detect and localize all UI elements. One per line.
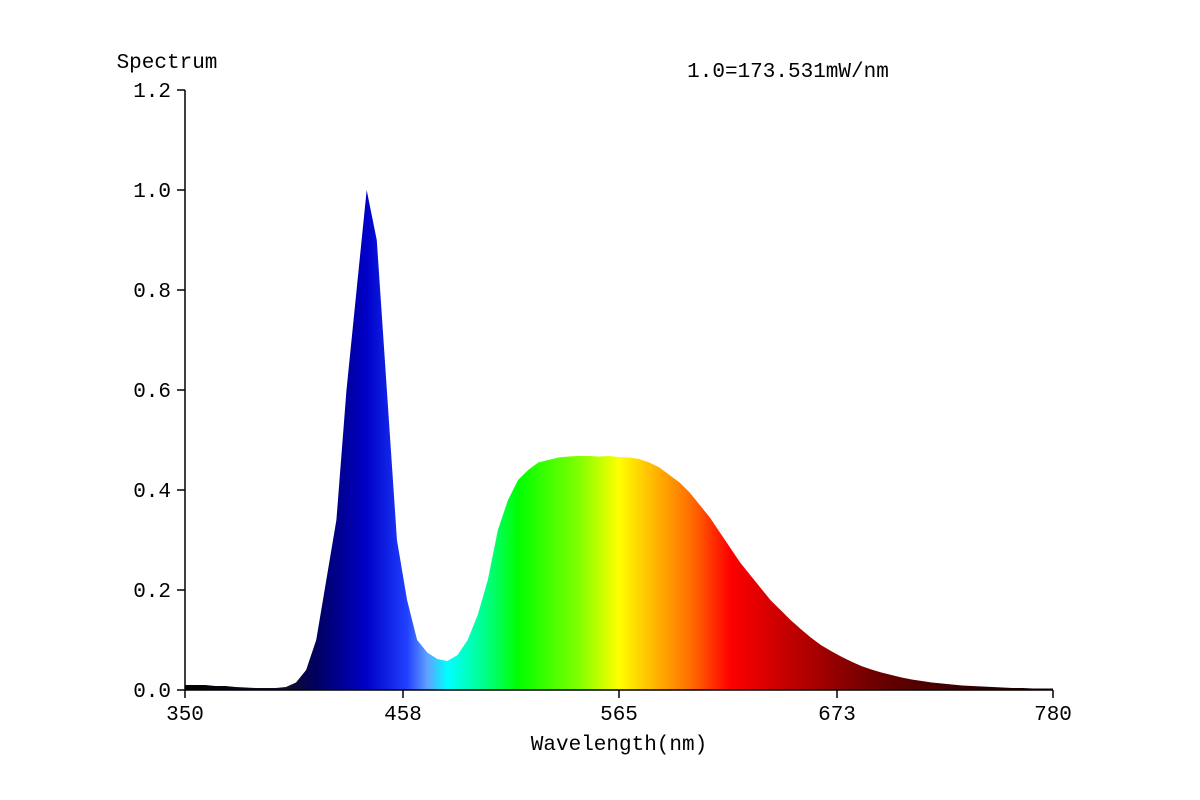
x-tick-label: 565 [600,704,638,727]
y-tick-label: 0.4 [133,481,171,504]
x-tick-label: 458 [384,704,422,727]
y-tick-label: 0.8 [133,281,171,304]
y-tick-label: 1.2 [133,81,171,104]
y-axis-label: Spectrum [117,52,218,75]
y-tick-label: 0.6 [133,381,171,404]
y-tick-label: 0.0 [133,681,171,704]
x-tick-label: 780 [1034,704,1072,727]
y-tick-label: 1.0 [133,181,171,204]
x-tick-label: 350 [166,704,204,727]
x-tick-label: 673 [818,704,856,727]
x-axis-label: Wavelength(nm) [531,734,707,757]
annotation: 1.0=173.531mW/nm [687,61,889,84]
y-tick-label: 0.2 [133,581,171,604]
spectrum-area [185,190,1053,690]
